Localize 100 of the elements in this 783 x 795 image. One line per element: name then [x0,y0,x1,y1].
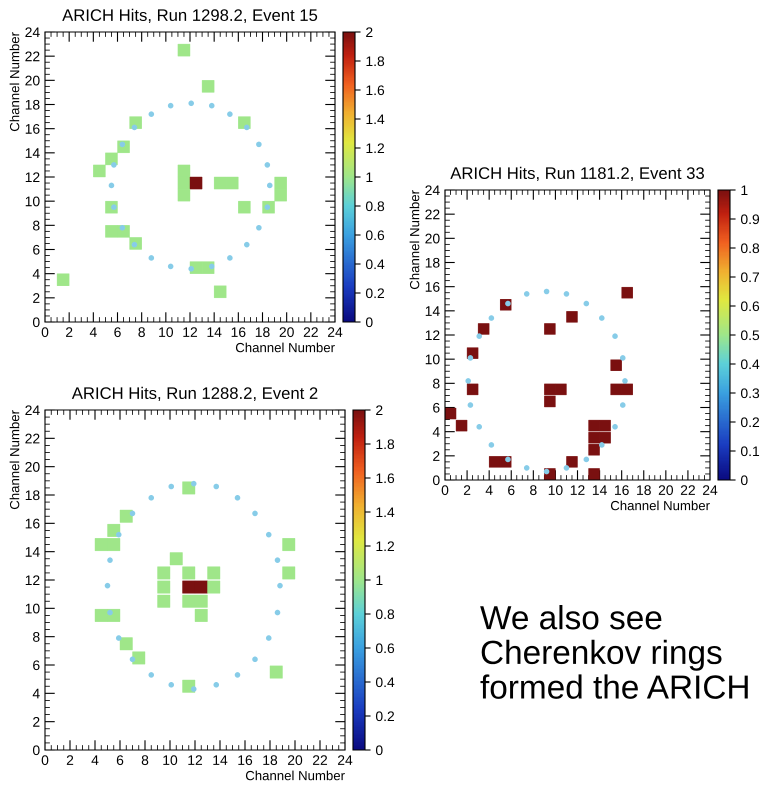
x-tick-label: 4 [486,485,493,495]
color-bar-label: 0.6 [740,301,760,312]
x-axis-title: Channel Number [246,770,345,780]
y-tick-label: 0 [432,475,440,486]
color-bar-label: 1 [741,185,748,196]
y-tick-label: 14 [26,148,40,158]
color-bar-label: 0 [376,745,383,756]
x-tick-label: 8 [142,755,148,766]
y-tick-label: 22 [425,210,440,220]
x-tick-label: 20 [280,327,294,338]
color-bar-label: 1 [366,172,372,182]
x-tick-label: 10 [548,485,563,496]
y-tick-label: 20 [425,234,440,244]
x-tick-label: 6 [114,327,121,338]
color-bar-label: 0.6 [366,230,384,240]
color-bar-label: 1.6 [366,85,384,96]
y-tick-label: 4 [32,269,40,279]
y-tick-label: 20 [25,462,40,472]
x-tick-label: 14 [592,485,607,495]
color-bar-label: 0.7 [740,272,760,282]
y-tick-label: 16 [26,124,40,134]
color-bar-label: 1 [376,575,382,586]
y-tick-label: 20 [25,76,40,86]
x-tick-label: 18 [637,485,651,496]
color-bar-label: 1.8 [376,439,394,450]
color-bar-label: 2 [376,405,382,416]
y-tick-label: 16 [426,282,440,292]
color-bar-label: 0.9 [740,214,760,224]
x-tick-label: 0 [42,327,48,338]
color-bar-label: 0 [740,475,748,486]
y-tick-label: 22 [25,434,40,444]
x-tick-label: 16 [232,327,246,338]
color-bar-label: 1.8 [366,56,384,66]
color-bar-label: 1.4 [366,114,384,124]
color-bar-label: 0.8 [740,243,760,254]
color-bar-label: 0.1 [740,446,760,456]
x-tick-label: 12 [188,755,202,765]
x-tick-label: 8 [138,327,145,338]
x-tick-label: 22 [680,485,695,495]
color-bar-label: 0.3 [740,388,760,398]
x-tick-label: 4 [91,755,98,765]
x-tick-label: 20 [288,755,302,766]
y-axis-title: Channel Number [10,32,20,132]
color-bar-label: 0.4 [740,359,760,370]
y-tick-label: 2 [433,451,440,461]
y-axis-title: Channel Number [10,410,20,510]
color-bar-label: 0.2 [366,288,384,298]
y-tick-label: 10 [426,354,440,364]
x-tick-label: 2 [66,755,74,765]
x-tick-label: 14 [213,755,228,765]
y-tick-label: 6 [33,244,40,255]
x-tick-label: 6 [508,485,514,496]
chart-title: ARICH Hits, Run 1288.2, Event 2 [72,386,318,402]
color-bar-label: 2 [366,27,372,38]
y-tick-label: 0 [32,317,40,328]
x-tick-label: 2 [66,327,72,337]
y-tick-label: 8 [33,220,40,231]
y-tick-label: 4 [432,427,440,437]
x-tick-label: 24 [702,485,718,495]
color-bar-label: 0.8 [376,609,394,620]
x-axis-title: Channel Number [610,500,710,510]
x-tick-label: 14 [208,327,222,337]
y-tick-label: 18 [426,258,440,268]
y-tick-label: 10 [26,604,40,614]
y-tick-label: 2 [33,293,40,303]
y-tick-label: 12 [26,575,40,586]
x-tick-label: 18 [256,327,270,338]
x-tick-label: 6 [116,755,124,766]
y-tick-label: 24 [25,405,40,416]
color-bar-label: 0.2 [376,711,394,722]
color-bar-label: 0 [366,317,373,328]
y-tick-label: 6 [433,402,440,413]
color-bar-label: 0.4 [376,677,394,688]
x-tick-label: 2 [464,485,470,495]
y-tick-label: 24 [25,27,40,38]
y-tick-label: 22 [25,52,40,62]
y-tick-label: 14 [426,306,440,316]
chart-title: ARICH Hits, Run 1298.2, Event 15 [62,8,318,24]
color-bar-label: 0.8 [366,201,384,212]
text: We also see Cherenkov rings formed the ARICH [480,605,748,699]
x-tick-label: 10 [159,327,174,338]
color-bar-label: 0.4 [366,259,384,270]
x-tick-label: 22 [304,327,318,337]
y-tick-label: 18 [26,100,40,110]
color-bar-label: 1.6 [376,473,394,484]
y-tick-label: 12 [26,172,40,182]
color-bar-label: 0.2 [740,417,760,428]
y-tick-label: 8 [33,632,40,642]
x-axis-title: Channel Number [236,342,335,352]
x-tick-label: 24 [338,755,352,765]
color-bar-label: 1.2 [376,541,394,552]
x-tick-label: 12 [183,327,198,337]
x-tick-label: 24 [328,327,342,337]
x-tick-label: 12 [570,485,585,495]
y-tick-label: 8 [433,378,440,389]
y-tick-label: 2 [33,717,40,727]
x-tick-label: 0 [42,755,48,766]
color-bar-label: 1.4 [376,507,394,518]
y-tick-label: 10 [26,196,40,206]
x-tick-label: 22 [312,755,328,765]
